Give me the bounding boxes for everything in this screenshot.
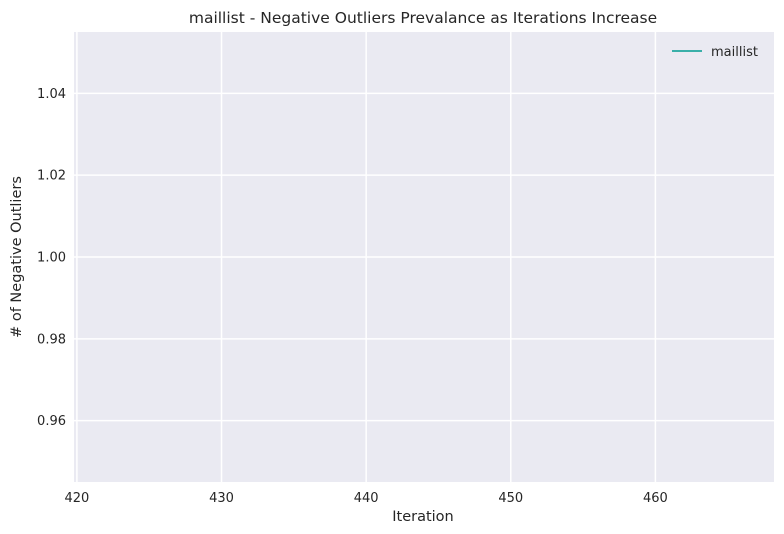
y-tick-label: 1.02 [37, 169, 66, 184]
x-tick-label: 430 [209, 491, 234, 506]
y-axis-label: # of Negative Outliers [9, 176, 25, 338]
chart-title: maillist - Negative Outliers Prevalance … [189, 9, 657, 27]
legend-label-maillist: maillist [711, 45, 758, 60]
x-tick-label: 450 [498, 491, 523, 506]
x-tick-label: 440 [354, 491, 379, 506]
y-tick-label: 0.98 [37, 332, 66, 347]
axis-layer: 420 430 440 450 460 0.96 0.98 1.00 1.02 1.04 [37, 87, 668, 506]
grid-layer [74, 32, 774, 482]
x-tick-label: 460 [643, 491, 668, 506]
x-axis-label: Iteration [392, 509, 454, 525]
x-tick-label: 420 [64, 491, 89, 506]
y-tick-label: 1.00 [37, 251, 66, 266]
y-tick-label: 1.04 [37, 87, 66, 102]
y-tick-label: 0.96 [37, 414, 66, 429]
legend: maillist [672, 45, 758, 60]
